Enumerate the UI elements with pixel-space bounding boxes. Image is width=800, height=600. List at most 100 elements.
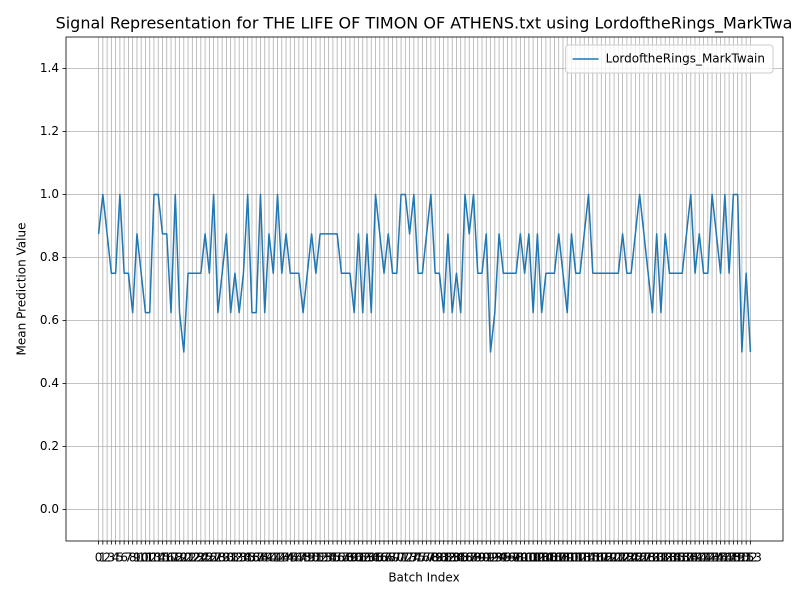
x-tick-label: 76 <box>415 551 430 565</box>
x-tick-label: 13 <box>146 551 161 565</box>
x-tick-label: 72 <box>398 551 413 565</box>
x-tick-label: 82 <box>440 551 455 565</box>
x-tick-label: 5 <box>116 551 124 565</box>
x-tick-label: 28 <box>210 551 225 565</box>
x-tick-label: 118 <box>590 551 613 565</box>
x-tick-label: 58 <box>338 551 353 565</box>
x-tick-label: 148 <box>718 551 741 565</box>
chart-title: Signal Representation for THE LIFE OF TI… <box>56 14 793 34</box>
x-tick-label: 102 <box>522 551 545 565</box>
x-tick-label: 114 <box>573 551 596 565</box>
x-tick-label: 18 <box>168 551 183 565</box>
x-tick-label: 53 <box>317 551 332 565</box>
x-tick-label: 146 <box>709 551 732 565</box>
y-tick-label: 0.2 <box>40 439 59 453</box>
x-tick-label: 136 <box>667 551 690 565</box>
x-tick-label: 47 <box>291 551 306 565</box>
x-tick-label: 31 <box>223 551 238 565</box>
x-tick-label: 7 <box>125 551 133 565</box>
x-tick-label: 70 <box>389 551 404 565</box>
x-tick-label: 27 <box>206 551 221 565</box>
x-tick-label: 83 <box>445 551 460 565</box>
x-axis-label: Batch Index <box>388 571 459 585</box>
x-tick-label: 61 <box>351 551 366 565</box>
x-tick-label: 65 <box>368 551 383 565</box>
x-tick-label: 153 <box>739 551 762 565</box>
x-tick-label: 129 <box>637 551 660 565</box>
x-tick-label: 62 <box>355 551 370 565</box>
x-tick-label: 30 <box>219 551 234 565</box>
x-tick-label: 103 <box>526 551 549 565</box>
x-tick-label: 97 <box>504 551 519 565</box>
x-tick-label: 49 <box>300 551 315 565</box>
x-tick-label: 44 <box>278 551 293 565</box>
x-tick-label: 124 <box>615 551 638 565</box>
x-tick-label: 52 <box>312 551 327 565</box>
x-tick-label: 88 <box>466 551 481 565</box>
x-tick-label: 0 <box>95 551 103 565</box>
x-tick-label: 12 <box>142 551 157 565</box>
x-tick-label: 32 <box>227 551 242 565</box>
x-tick-label: 121 <box>603 551 626 565</box>
x-tick-label: 79 <box>428 551 443 565</box>
x-tick-label: 9 <box>133 551 141 565</box>
x-tick-label: 94 <box>491 551 506 565</box>
x-tick-label: 60 <box>347 551 362 565</box>
x-tick-label: 40 <box>261 551 276 565</box>
x-tick-label: 55 <box>325 551 340 565</box>
x-tick-label: 132 <box>649 551 672 565</box>
x-tick-label: 99 <box>513 551 528 565</box>
y-axis-label: Mean Prediction Value <box>15 223 29 356</box>
x-tick-label: 25 <box>197 551 212 565</box>
x-tick-label: 145 <box>705 551 728 565</box>
x-tick-label: 84 <box>449 551 464 565</box>
x-tick-label: 14 <box>151 551 166 565</box>
x-tick-label: 41 <box>266 551 281 565</box>
x-tick-label: 115 <box>577 551 600 565</box>
x-tick-label: 98 <box>508 551 523 565</box>
x-tick-label: 109 <box>552 551 575 565</box>
x-tick-label: 74 <box>406 551 421 565</box>
x-tick-label: 77 <box>419 551 434 565</box>
x-tick-label: 19 <box>172 551 187 565</box>
x-tick-label: 117 <box>586 551 609 565</box>
x-tick-label: 127 <box>628 551 651 565</box>
x-tick-label: 63 <box>359 551 374 565</box>
x-tick-label: 37 <box>249 551 264 565</box>
x-tick-label: 87 <box>462 551 477 565</box>
x-tick-label: 120 <box>598 551 621 565</box>
y-tick-label: 0.6 <box>40 313 59 327</box>
x-tick-label: 144 <box>701 551 724 565</box>
legend-box <box>565 44 774 74</box>
x-tick-label: 128 <box>632 551 655 565</box>
x-tick-label: 105 <box>534 551 557 565</box>
y-tick-label: 1.4 <box>40 61 59 75</box>
x-tick-label: 11 <box>138 551 153 565</box>
x-tick-label: 23 <box>189 551 204 565</box>
x-tick-label: 6 <box>120 551 128 565</box>
x-tick-label: 100 <box>513 551 536 565</box>
y-tick-label: 0.0 <box>40 502 59 516</box>
x-tick-label: 69 <box>385 551 400 565</box>
x-tick-label: 139 <box>679 551 702 565</box>
x-tick-label: 147 <box>713 551 736 565</box>
x-tick-label: 104 <box>530 551 553 565</box>
x-tick-label: 81 <box>436 551 451 565</box>
x-tick-label: 149 <box>722 551 745 565</box>
x-tick-label: 22 <box>185 551 200 565</box>
legend: LordoftheRings_MarkTwain <box>565 44 774 74</box>
x-tick-label: 125 <box>620 551 643 565</box>
x-tick-label: 113 <box>569 551 592 565</box>
x-tick-label: 73 <box>402 551 417 565</box>
x-tick-label: 39 <box>257 551 272 565</box>
x-tick-label: 85 <box>453 551 468 565</box>
x-tick-label: 67 <box>376 551 391 565</box>
x-tick-label: 143 <box>696 551 719 565</box>
x-tick-label: 107 <box>543 551 566 565</box>
x-tick-label: 111 <box>560 551 583 565</box>
x-tick-label: 46 <box>287 551 302 565</box>
x-tick-label: 35 <box>240 551 255 565</box>
x-tick-label: 126 <box>624 551 647 565</box>
x-tick-label: 66 <box>372 551 387 565</box>
